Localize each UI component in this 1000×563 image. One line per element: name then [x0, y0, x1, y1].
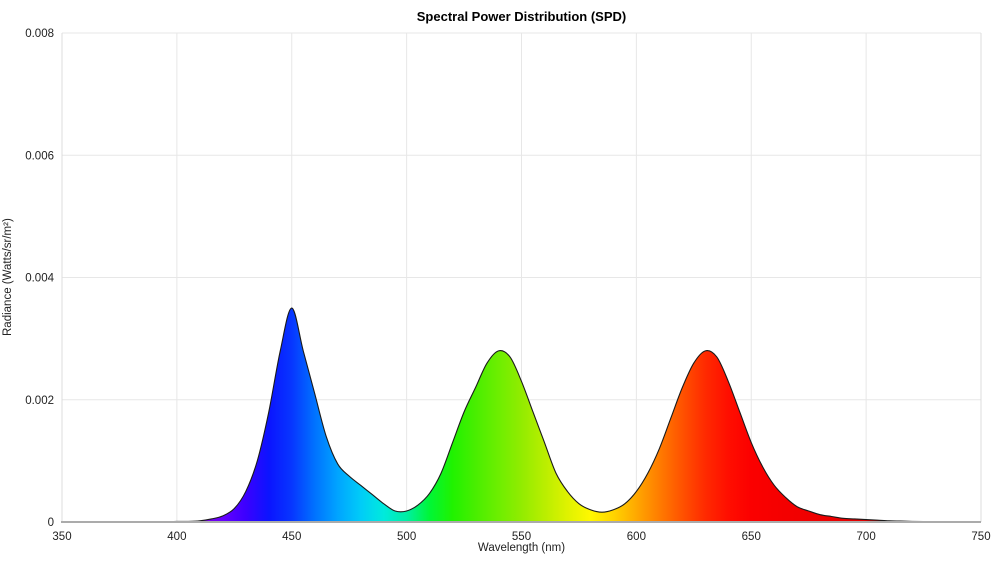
- x-tick-label: 400: [167, 531, 186, 543]
- y-tick-label: 0.002: [25, 395, 54, 407]
- spd-area: [130, 308, 981, 522]
- chart-title: Spectral Power Distribution (SPD): [416, 9, 627, 24]
- y-tick-label: 0.008: [25, 28, 54, 40]
- x-tick-label: 700: [857, 531, 876, 543]
- x-tick-label: 750: [971, 531, 990, 543]
- y-tick-label: 0.006: [25, 150, 54, 162]
- x-tick-label: 450: [282, 531, 301, 543]
- x-tick-label: 600: [627, 531, 646, 543]
- x-tick-label: 550: [512, 531, 531, 543]
- y-tick-label: 0: [48, 517, 54, 529]
- x-tick-label: 500: [397, 531, 416, 543]
- x-axis-label: Wavelength (nm): [477, 542, 566, 554]
- x-tick-label: 650: [742, 531, 761, 543]
- spd-curve: [130, 307, 981, 522]
- x-tick-label: 350: [52, 531, 71, 543]
- y-tick-label: 0.004: [25, 273, 54, 285]
